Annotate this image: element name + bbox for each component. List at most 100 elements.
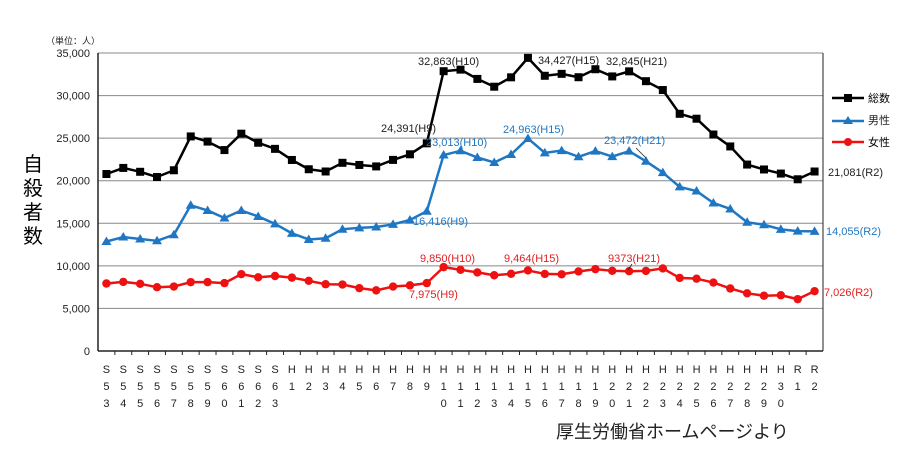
data-point (337, 224, 348, 233)
data-point (708, 197, 719, 207)
data-point (338, 280, 347, 289)
data-point (776, 291, 786, 300)
data-label: 24,391(H9) (381, 123, 436, 135)
data-point (506, 269, 516, 279)
data-point (608, 72, 617, 81)
data-point (203, 137, 212, 146)
data-point (304, 165, 313, 174)
data-point (506, 149, 517, 158)
data-point (709, 130, 718, 139)
data-point (758, 219, 769, 229)
data-point (490, 82, 499, 91)
data-point (759, 165, 768, 174)
data-point (119, 277, 128, 287)
data-point (439, 262, 448, 272)
data-label: 14,055(R2) (826, 226, 881, 238)
data-label: 24,963(H15) (503, 124, 564, 136)
data-point (742, 289, 752, 298)
data-point (389, 155, 398, 164)
data-point (540, 269, 550, 279)
data-point (237, 129, 246, 138)
data-point (185, 200, 196, 209)
data-point (675, 109, 684, 118)
unit-label: （単位：人） (46, 37, 101, 47)
legend-label-total: 総数 (868, 92, 890, 105)
data-point (726, 284, 735, 293)
data-point (169, 282, 179, 291)
series-total (102, 53, 819, 184)
source-note: 厚生労働省ホームページより (556, 422, 789, 443)
legend-item-total: 総数 (831, 88, 890, 108)
data-point (455, 145, 466, 155)
data-point (810, 286, 819, 296)
legend-item-female: 女性 (831, 132, 890, 152)
data-point (725, 203, 736, 213)
data-point (608, 266, 617, 276)
data-point (119, 163, 128, 172)
data-point (539, 147, 550, 157)
data-point (135, 279, 145, 288)
data-point (726, 142, 735, 151)
data-point (438, 150, 449, 159)
data-point (793, 175, 802, 184)
data-label: 23,472(H21) (604, 135, 665, 147)
data-point (372, 162, 381, 171)
data-point (404, 214, 415, 224)
data-point (152, 283, 162, 292)
data-point (371, 222, 382, 231)
data-point (523, 266, 533, 275)
data-point (219, 212, 230, 222)
data-point (658, 264, 668, 273)
data-point (388, 282, 398, 291)
data-point (607, 151, 618, 161)
data-point (473, 74, 482, 83)
y-tick-label: 20,000 (56, 176, 90, 188)
data-point (776, 169, 785, 178)
data-label: 16,416(H9) (413, 216, 468, 228)
data-label: 21,081(R2) (828, 167, 883, 179)
data-point (421, 206, 432, 215)
data-point (775, 224, 786, 233)
data-point (422, 139, 431, 148)
data-point (236, 205, 247, 215)
data-point (439, 67, 448, 76)
data-point (254, 138, 263, 147)
legend-label-female: 女性 (868, 136, 890, 149)
data-point (624, 266, 634, 276)
data-point (556, 145, 567, 155)
y-tick-label: 10,000 (56, 261, 90, 273)
data-point (675, 273, 684, 283)
data-point (523, 53, 532, 62)
data-point (809, 226, 820, 235)
data-label: 9,850(H10) (420, 253, 475, 265)
data-point (489, 157, 500, 166)
data-point (456, 265, 465, 275)
data-point (792, 226, 803, 235)
y-tick-label: 35,000 (56, 48, 90, 60)
